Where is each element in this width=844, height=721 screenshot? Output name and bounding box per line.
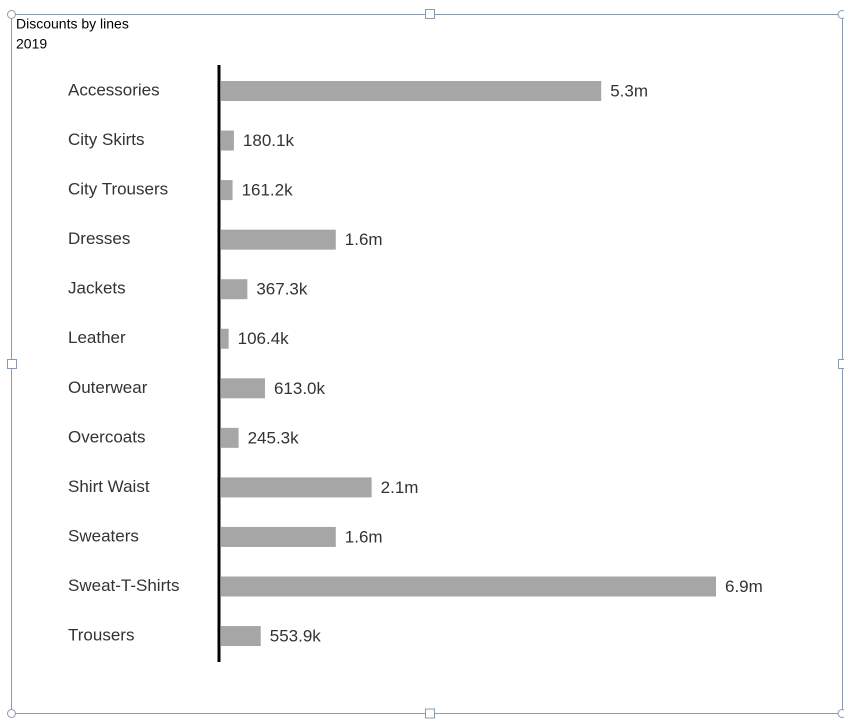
value-label: 1.6m	[345, 230, 383, 249]
category-label: Jackets	[68, 279, 126, 298]
bar	[221, 378, 265, 399]
handle[interactable]	[838, 359, 844, 369]
handle[interactable]	[7, 709, 16, 718]
chart-subtitle: 2019	[16, 36, 47, 52]
handle[interactable]	[425, 9, 435, 19]
bar	[221, 180, 233, 201]
category-label: Leather	[68, 328, 126, 347]
value-label: 2.1m	[381, 478, 419, 497]
category-label: City Trousers	[68, 180, 168, 199]
value-label: 106.4k	[238, 329, 290, 348]
value-label: 1.6m	[345, 527, 383, 546]
value-label: 245.3k	[248, 428, 300, 447]
bar	[221, 130, 234, 151]
bar	[221, 328, 229, 349]
handle[interactable]	[837, 709, 844, 718]
value-label: 5.3m	[610, 81, 648, 100]
handle[interactable]	[7, 10, 16, 19]
category-label: Shirt Waist	[68, 477, 150, 496]
category-label: Outerwear	[68, 378, 148, 397]
bar	[221, 279, 248, 300]
selection-frame	[11, 14, 843, 714]
value-label: 553.9k	[270, 627, 322, 646]
chart-title: Discounts by lines	[16, 16, 129, 32]
handle[interactable]	[425, 708, 435, 719]
category-label: Trousers	[68, 626, 134, 645]
bar	[221, 477, 372, 498]
bar	[221, 626, 261, 647]
handle[interactable]	[837, 10, 844, 19]
category-label: City Skirts	[68, 130, 145, 149]
bar	[221, 576, 716, 597]
category-label: Sweaters	[68, 526, 139, 545]
bar	[221, 229, 336, 250]
selection-handles	[7, 9, 844, 719]
category-label: Accessories	[68, 80, 160, 99]
value-label: 180.1k	[243, 131, 295, 150]
value-label: 613.0k	[274, 379, 326, 398]
bar	[221, 81, 602, 101]
value-label: 6.9m	[725, 577, 763, 596]
category-label: Sweat-T-Shirts	[68, 576, 179, 595]
bar	[221, 427, 239, 448]
handle[interactable]	[7, 359, 17, 369]
category-label: Overcoats	[68, 427, 145, 446]
category-label: Dresses	[68, 229, 130, 248]
value-label: 367.3k	[256, 280, 308, 299]
bar	[221, 526, 336, 547]
value-label: 161.2k	[242, 181, 294, 200]
